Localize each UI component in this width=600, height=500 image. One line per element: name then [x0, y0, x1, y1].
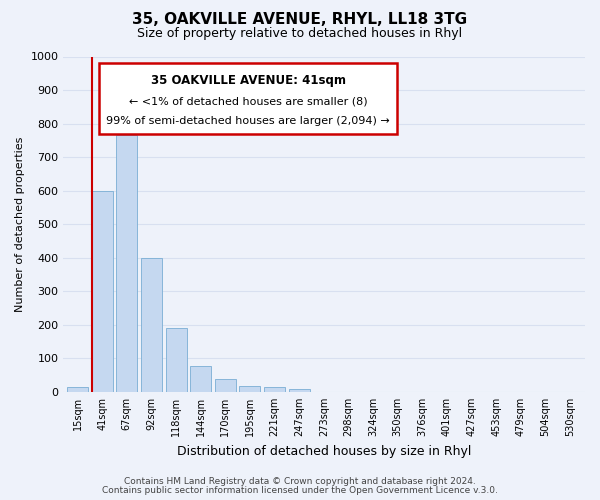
Bar	[264, 387, 285, 392]
Text: 35 OAKVILLE AVENUE: 41sqm: 35 OAKVILLE AVENUE: 41sqm	[151, 74, 346, 87]
Text: Size of property relative to detached houses in Rhyl: Size of property relative to detached ho…	[137, 28, 463, 40]
Bar	[141, 258, 162, 392]
Text: 99% of semi-detached houses are larger (2,094) →: 99% of semi-detached houses are larger (…	[106, 116, 390, 126]
Text: Contains public sector information licensed under the Open Government Licence v.: Contains public sector information licen…	[102, 486, 498, 495]
Text: 35, OAKVILLE AVENUE, RHYL, LL18 3TG: 35, OAKVILLE AVENUE, RHYL, LL18 3TG	[133, 12, 467, 28]
Bar	[166, 328, 187, 392]
Bar	[239, 386, 260, 392]
Bar	[215, 378, 236, 392]
Text: ← <1% of detached houses are smaller (8): ← <1% of detached houses are smaller (8)	[129, 96, 367, 106]
Text: Contains HM Land Registry data © Crown copyright and database right 2024.: Contains HM Land Registry data © Crown c…	[124, 477, 476, 486]
Bar	[116, 136, 137, 392]
X-axis label: Distribution of detached houses by size in Rhyl: Distribution of detached houses by size …	[176, 444, 471, 458]
Bar	[190, 366, 211, 392]
Bar	[67, 387, 88, 392]
Bar	[92, 190, 113, 392]
FancyBboxPatch shape	[99, 63, 397, 134]
Y-axis label: Number of detached properties: Number of detached properties	[15, 136, 25, 312]
Bar	[289, 388, 310, 392]
